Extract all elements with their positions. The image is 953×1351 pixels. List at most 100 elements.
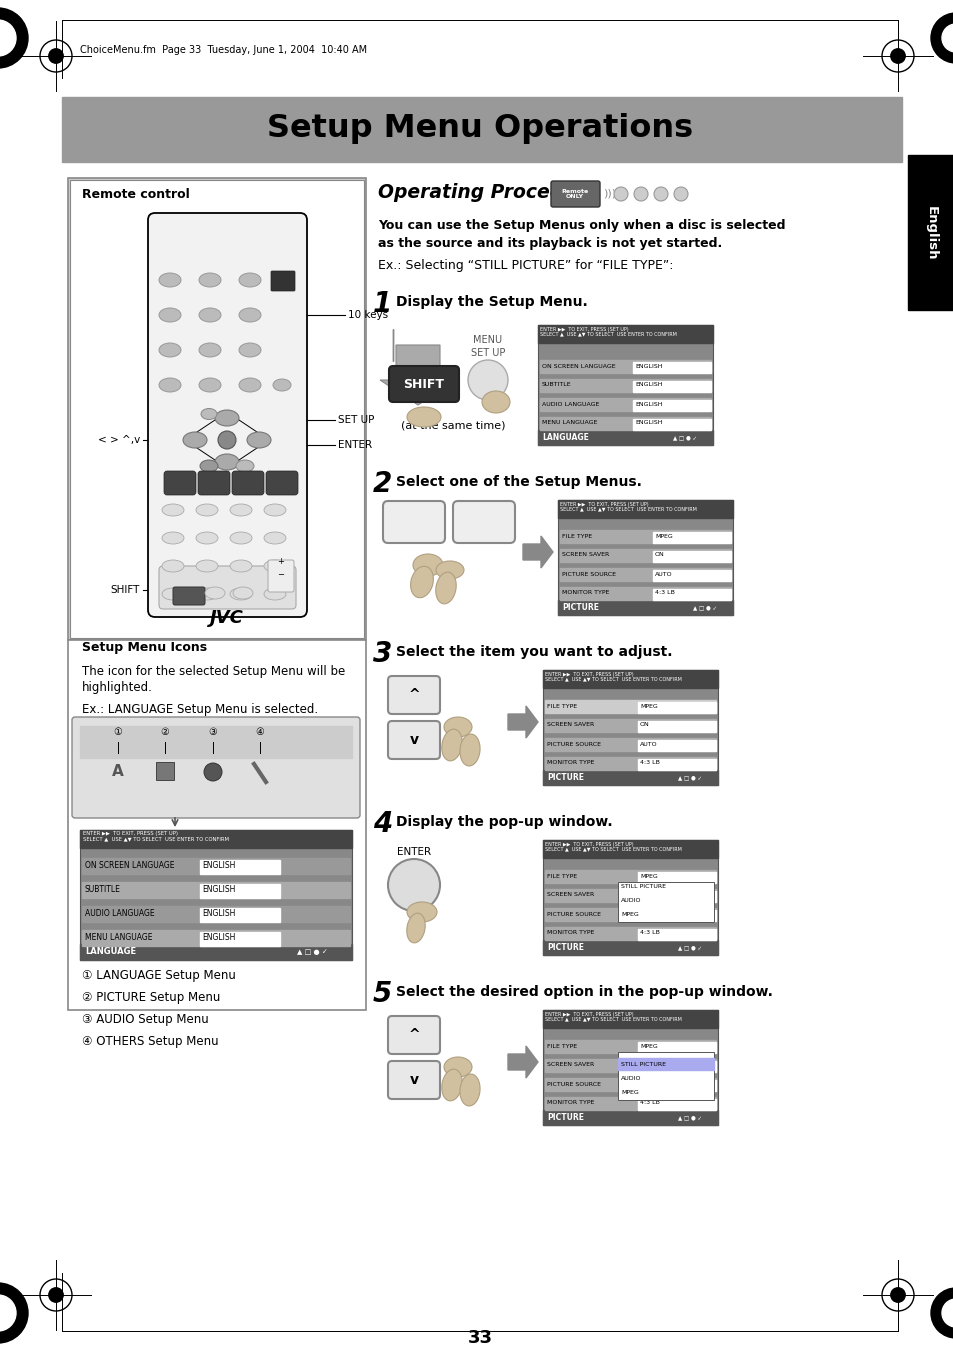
Bar [542, 1011, 718, 1125]
Ellipse shape [195, 504, 218, 516]
Text: MENU LANGUAGE: MENU LANGUAGE [85, 934, 152, 943]
Text: LANGUAGE: LANGUAGE [85, 947, 136, 957]
Ellipse shape [413, 554, 442, 576]
Text: Remote control: Remote control [82, 189, 190, 201]
Bar [539, 380, 710, 392]
Bar [542, 1111, 718, 1125]
FancyBboxPatch shape [172, 586, 205, 605]
Text: <: < [406, 513, 421, 531]
Text: A: A [112, 765, 124, 780]
Text: Setup Menu Icons: Setup Menu Icons [82, 642, 207, 654]
FancyBboxPatch shape [232, 471, 264, 494]
Text: PICTURE SOURCE: PICTURE SOURCE [546, 912, 600, 916]
Bar [544, 700, 716, 713]
Text: ))): ))) [602, 189, 616, 199]
Bar [542, 840, 718, 858]
Text: Display the Setup Menu.: Display the Setup Menu. [395, 295, 587, 309]
Ellipse shape [410, 566, 433, 597]
Text: MENU LANGUAGE: MENU LANGUAGE [541, 420, 597, 426]
FancyBboxPatch shape [388, 676, 439, 713]
Text: >: > [476, 513, 491, 531]
Bar [558, 600, 732, 615]
Text: SELECT ▲  USE ▲▼ TO SELECT  USE ENTER TO CONFIRM: SELECT ▲ USE ▲▼ TO SELECT USE ENTER TO C… [544, 1016, 681, 1021]
Bar [652, 570, 730, 581]
Bar [542, 670, 718, 688]
Bar [544, 927, 716, 940]
Ellipse shape [264, 504, 286, 516]
Text: MPEG: MPEG [639, 874, 657, 878]
Ellipse shape [195, 561, 218, 571]
Text: SELECT ▲  USE ▲▼ TO SELECT  USE ENTER TO CONFIRM: SELECT ▲ USE ▲▼ TO SELECT USE ENTER TO C… [544, 677, 681, 681]
Text: ▲ □ ● ✓: ▲ □ ● ✓ [678, 775, 701, 781]
Text: ^: ^ [408, 688, 419, 703]
Text: AUDIO: AUDIO [620, 897, 640, 902]
Text: SET UP: SET UP [471, 349, 505, 358]
Circle shape [0, 8, 28, 68]
Text: MONITOR TYPE: MONITOR TYPE [546, 761, 594, 766]
Text: ChoiceMenu.fm  Page 33  Tuesday, June 1, 2004  10:40 AM: ChoiceMenu.fm Page 33 Tuesday, June 1, 2… [80, 45, 367, 55]
Text: MPEG: MPEG [655, 534, 672, 539]
Bar [652, 532, 730, 543]
Bar [82, 929, 350, 946]
Ellipse shape [159, 378, 181, 392]
Text: AUDIO: AUDIO [620, 1075, 640, 1081]
Text: PICTURE: PICTURE [546, 774, 583, 782]
Text: 4:3 LB: 4:3 LB [639, 931, 659, 935]
FancyBboxPatch shape [71, 717, 359, 817]
FancyBboxPatch shape [268, 561, 294, 592]
Text: SCREEN SAVER: SCREEN SAVER [546, 1062, 594, 1067]
Circle shape [634, 186, 647, 201]
Bar [80, 830, 352, 848]
Text: Ex.: LANGUAGE Setup Menu is selected.: Ex.: LANGUAGE Setup Menu is selected. [82, 704, 317, 716]
Bar [539, 359, 710, 373]
Text: ON SCREEN LANGUAGE: ON SCREEN LANGUAGE [541, 363, 615, 369]
Text: ▲ □ ● ✓: ▲ □ ● ✓ [678, 1116, 701, 1120]
Text: 4:3 LB: 4:3 LB [639, 1101, 659, 1105]
FancyBboxPatch shape [388, 1016, 439, 1054]
Text: ENGLISH: ENGLISH [202, 862, 235, 870]
Circle shape [49, 1288, 63, 1302]
Text: ENTER ▶▶  TO EXIT, PRESS (SET UP): ENTER ▶▶ TO EXIT, PRESS (SET UP) [83, 831, 178, 836]
Circle shape [930, 1288, 953, 1337]
Text: 1: 1 [373, 290, 392, 317]
Text: ENTER ▶▶  TO EXIT, PRESS (SET UP): ENTER ▶▶ TO EXIT, PRESS (SET UP) [544, 842, 633, 847]
Ellipse shape [239, 273, 261, 286]
Text: Remote
ONLY: Remote ONLY [560, 189, 588, 200]
Circle shape [673, 186, 687, 201]
Bar [638, 929, 716, 940]
Text: FILE TYPE: FILE TYPE [546, 704, 577, 708]
Text: ON: ON [639, 723, 649, 727]
Text: Select the item you want to adjust.: Select the item you want to adjust. [395, 644, 672, 659]
Text: SCREEN SAVER: SCREEN SAVER [546, 893, 594, 897]
Text: 2: 2 [373, 470, 392, 499]
Bar [544, 738, 716, 751]
Ellipse shape [199, 343, 221, 357]
Bar [618, 1052, 713, 1100]
Text: Ex.: Selecting “STILL PICTURE” for “FILE TYPE”:: Ex.: Selecting “STILL PICTURE” for “FILE… [377, 258, 673, 272]
Ellipse shape [199, 308, 221, 322]
Ellipse shape [159, 343, 181, 357]
Text: MPEG: MPEG [620, 912, 639, 916]
Bar [70, 180, 364, 638]
Text: English: English [923, 205, 937, 261]
Text: AUTO: AUTO [655, 571, 672, 577]
Bar [633, 400, 710, 411]
Bar [68, 640, 366, 1011]
FancyBboxPatch shape [388, 721, 439, 759]
Ellipse shape [214, 454, 239, 470]
Text: SET UP: SET UP [337, 415, 374, 426]
Ellipse shape [200, 459, 218, 471]
Text: ENTER: ENTER [337, 440, 372, 450]
FancyBboxPatch shape [159, 566, 295, 609]
Ellipse shape [230, 588, 252, 600]
Bar [542, 1011, 718, 1028]
Ellipse shape [443, 717, 472, 738]
Bar [633, 381, 710, 392]
Text: PICTURE: PICTURE [561, 604, 598, 612]
Text: MONITOR TYPE: MONITOR TYPE [546, 931, 594, 935]
Text: ④: ④ [255, 727, 264, 738]
Text: Display the pop-up window.: Display the pop-up window. [395, 815, 612, 830]
Text: ENTER ▶▶  TO EXIT, PRESS (SET UP): ENTER ▶▶ TO EXIT, PRESS (SET UP) [544, 1012, 633, 1017]
Circle shape [49, 49, 63, 63]
Ellipse shape [205, 586, 225, 598]
